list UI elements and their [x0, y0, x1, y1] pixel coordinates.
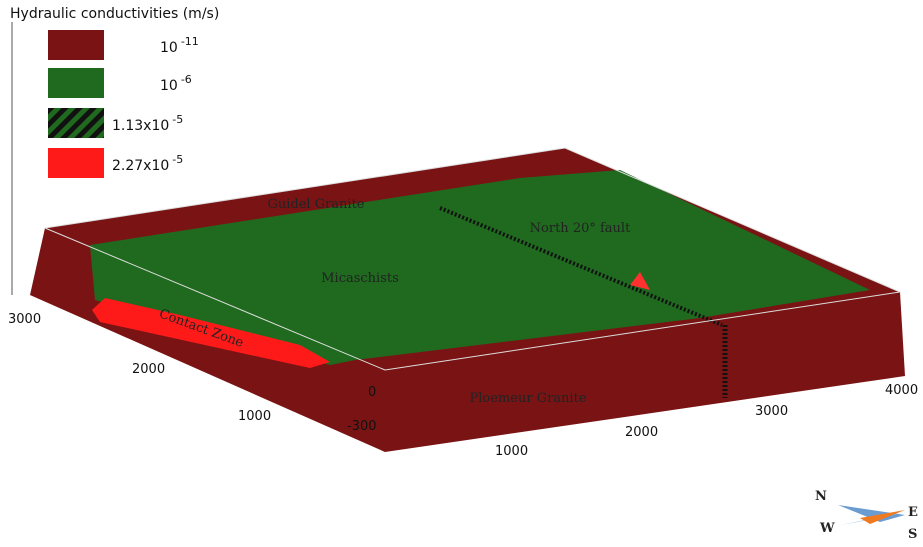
legend-base: 10 [160, 78, 178, 94]
axis-label: 4000 [885, 383, 918, 398]
marker [630, 272, 650, 290]
compass-label: N [815, 489, 827, 504]
axis-label: 1000 [238, 409, 271, 424]
legend-exponent: -6 [181, 73, 192, 86]
outline [44, 147, 902, 371]
axis-label: 3000 [755, 404, 788, 419]
legend-title: Hydraulic conductivities (m/s) [10, 6, 219, 22]
axis-label: 0 [368, 385, 376, 400]
legend-exponent: -11 [181, 35, 199, 48]
legend-label: 10 -11 [160, 35, 199, 56]
legend-base: 2.27x10 [112, 158, 169, 174]
legend-label: 2.27x10 -5 [112, 153, 183, 174]
micaschists-zone [90, 170, 870, 365]
axis-label: 2000 [132, 362, 165, 377]
legend-base: 1.13x10 [112, 118, 169, 134]
label: Guidel Granite [267, 197, 364, 212]
compass-arm [860, 510, 905, 524]
contact-zone [92, 298, 330, 368]
axis-label: 1000 [495, 444, 528, 459]
legend-swatch [48, 108, 104, 138]
axis-label: -300 [347, 419, 377, 434]
legend-swatch [48, 68, 104, 98]
legend-label: 1.13x10 -5 [112, 113, 183, 134]
axis-label: 2000 [625, 425, 658, 440]
label: Micaschists [321, 271, 399, 286]
right-face [385, 292, 905, 452]
compass-arm [838, 505, 905, 522]
compass-label: W [819, 521, 835, 536]
legend-swatch [48, 30, 104, 60]
legend-exponent: -5 [172, 153, 183, 166]
legend-swatch [48, 148, 104, 178]
compass-label: S [908, 527, 917, 542]
label: North 20° fault [530, 221, 631, 236]
compass-label: E [908, 505, 918, 520]
legend-label: 10 -6 [160, 73, 192, 94]
fault-line [439, 206, 723, 327]
legend-base: 10 [160, 40, 178, 56]
legend-exponent: -5 [172, 113, 183, 126]
label: Ploemeur Granite [470, 391, 587, 406]
axis-label: 3000 [8, 312, 41, 327]
